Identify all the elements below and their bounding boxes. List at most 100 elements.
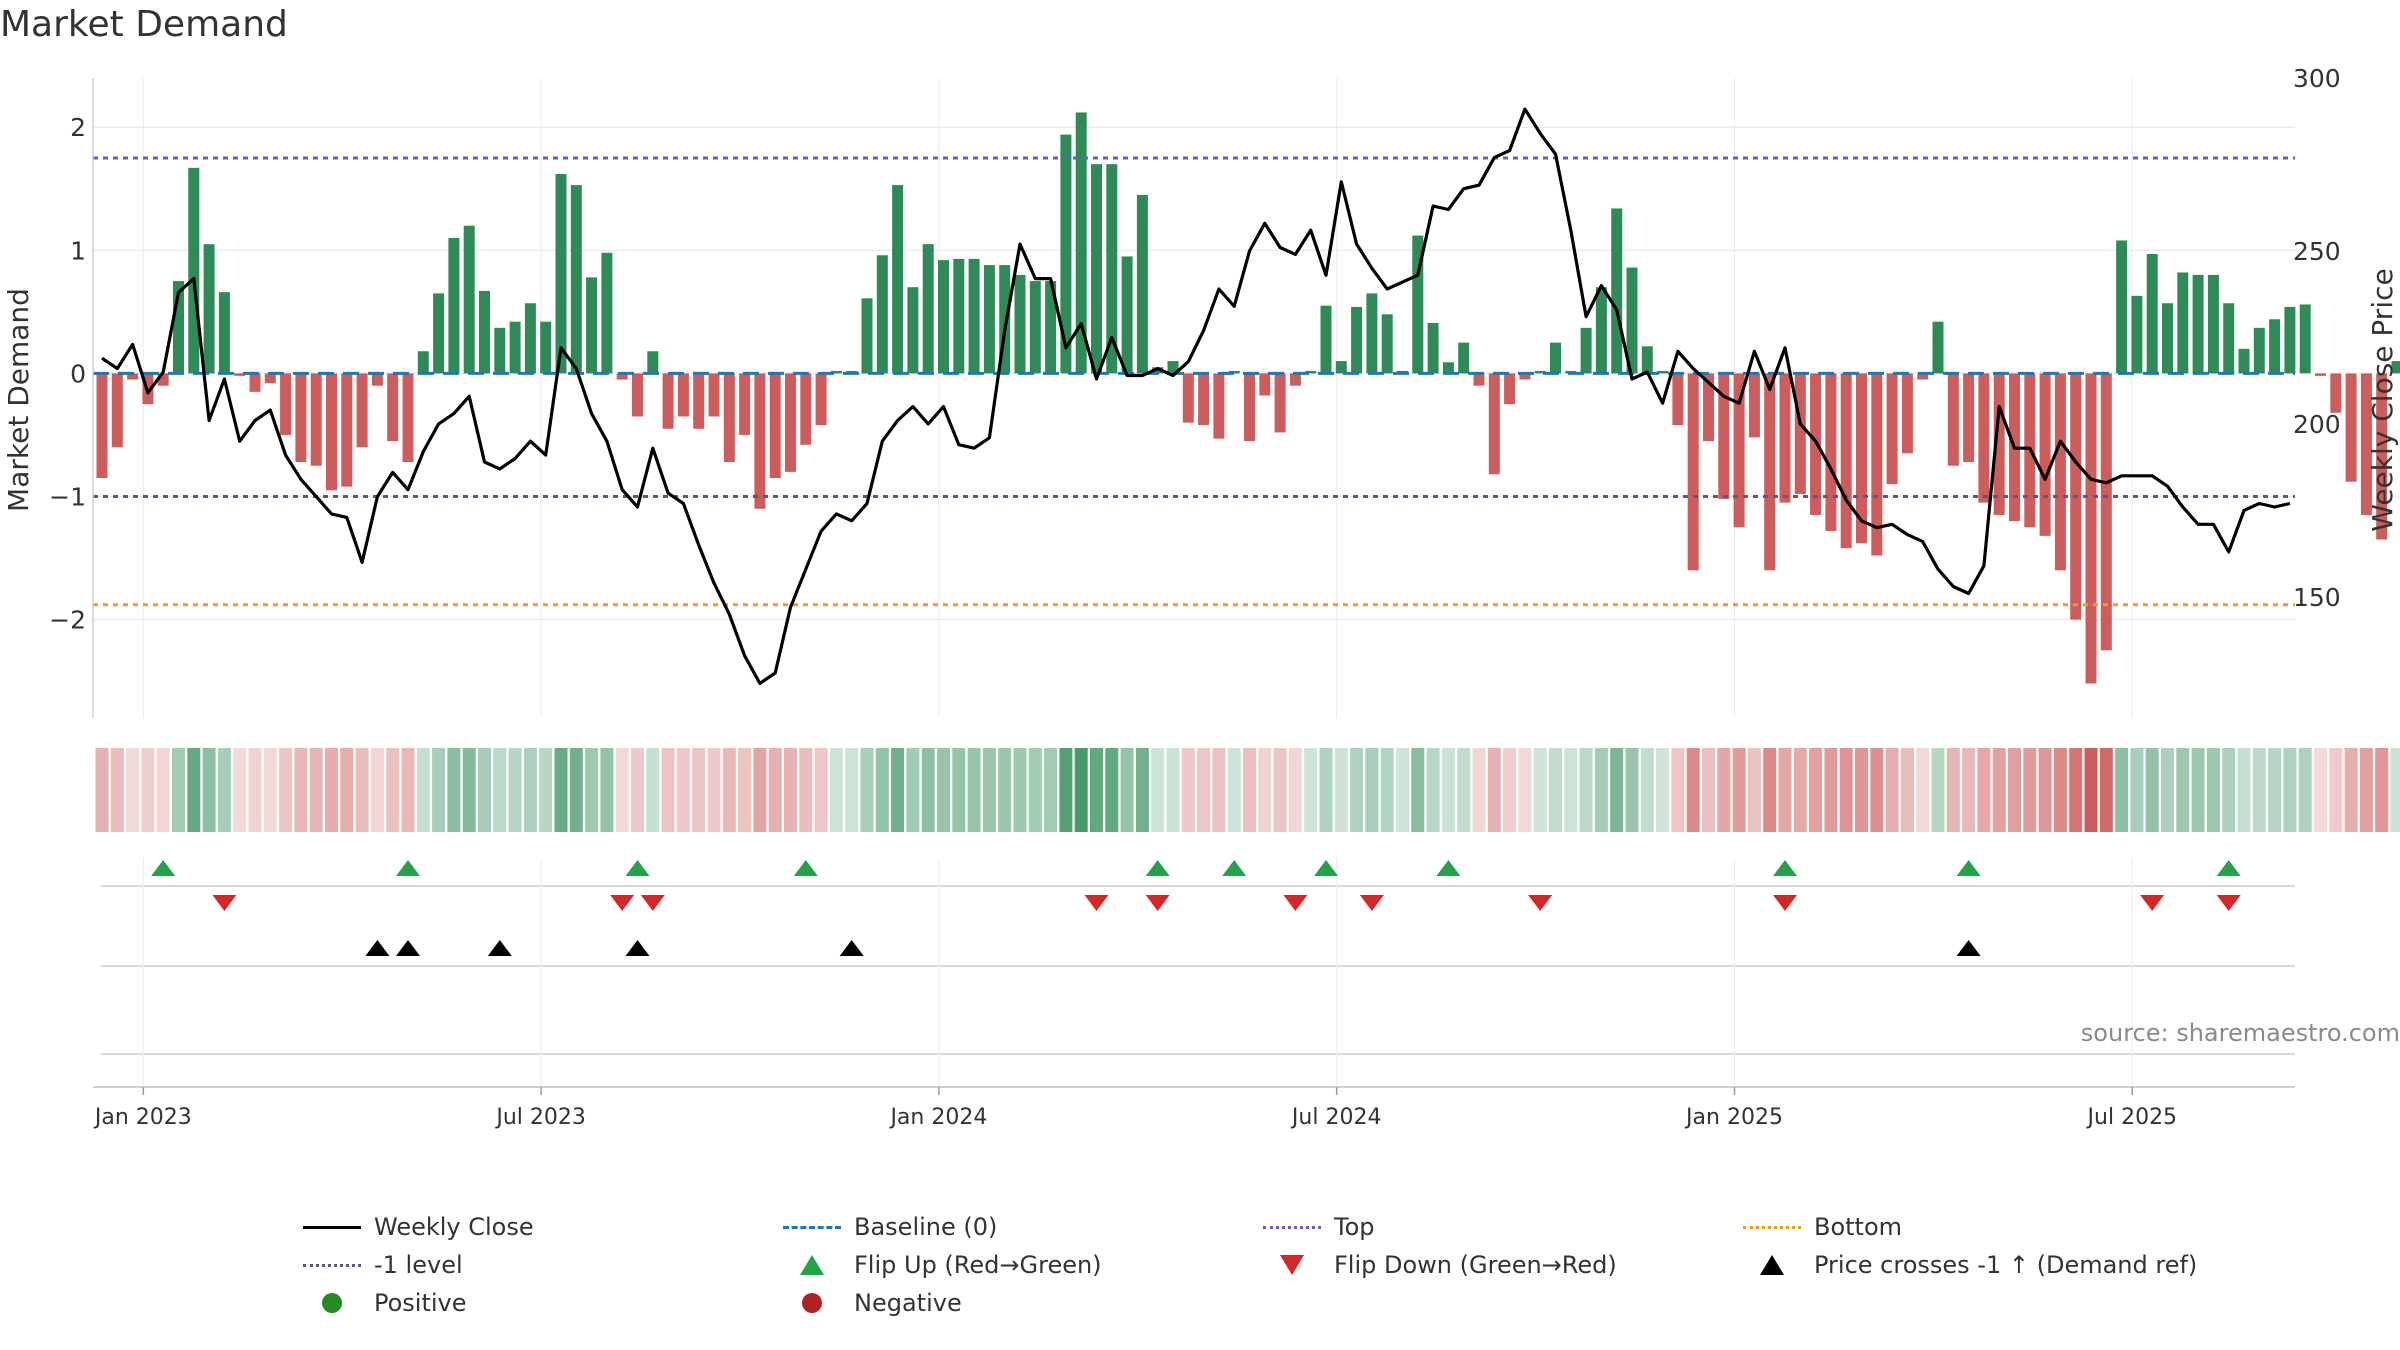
demand-bar	[2391, 361, 2400, 374]
demand-bar	[754, 373, 766, 509]
flip-up-marker	[625, 860, 650, 876]
strip-cell	[600, 748, 614, 832]
flip-down-marker	[2140, 895, 2165, 911]
demand-bar	[1550, 342, 1561, 374]
demand-bar	[2238, 348, 2250, 374]
demand-bar	[1917, 373, 1929, 380]
demand-bar	[922, 244, 934, 374]
strip-cell	[2176, 748, 2190, 832]
strip-cell	[110, 748, 124, 832]
flip-down-marker	[1084, 895, 1109, 911]
strip-cell	[172, 748, 185, 832]
strip-cell	[967, 748, 981, 832]
strip-cell	[1824, 748, 1838, 832]
demand-bar	[111, 373, 123, 448]
strip-cell	[1610, 748, 1624, 832]
legend-top: Top	[1260, 1208, 1375, 1246]
strip-cell	[1426, 748, 1440, 832]
strip-cell	[1900, 748, 1914, 832]
demand-bar	[769, 373, 781, 478]
flip-down-marker	[610, 895, 635, 911]
strip-cell	[2130, 748, 2144, 832]
flip-up-marker	[2216, 860, 2241, 876]
flip-up-marker	[1436, 860, 1461, 876]
demand-bar	[448, 238, 460, 374]
demand-bar	[2192, 274, 2204, 374]
demand-bar	[2223, 303, 2235, 374]
demand-bar	[1718, 373, 1730, 499]
strip-cell	[906, 748, 920, 832]
demand-bar	[785, 373, 796, 472]
strip-cell	[2390, 748, 2400, 832]
x-tick-label: Jul 2024	[1290, 1105, 1382, 1130]
price-cross-marker	[1956, 940, 1981, 956]
demand-bar	[402, 373, 414, 462]
strip-cell	[462, 748, 476, 832]
y-tick-label-right: 250	[2293, 237, 2341, 266]
demand-bar	[1733, 373, 1745, 528]
y-axis-label-left: Market Demand	[2, 288, 35, 512]
demand-bars	[96, 112, 2400, 684]
demand-bar	[739, 373, 751, 435]
demand-bar	[1427, 322, 1439, 374]
strip-cell	[799, 748, 813, 832]
demand-bar	[1045, 281, 1057, 374]
flip-down-marker	[1283, 895, 1308, 911]
demand-bar	[2284, 306, 2296, 374]
strip-cell	[401, 748, 415, 832]
demand-bar	[433, 293, 445, 374]
strip-cell	[1044, 748, 1058, 832]
demand-bar	[326, 373, 337, 491]
strip-cell	[1105, 748, 1119, 832]
demand-bar	[677, 373, 689, 417]
flip-up-marker	[1314, 860, 1338, 876]
strip-cell	[1549, 748, 1562, 832]
demand-bar	[647, 351, 659, 374]
demand-bar	[830, 370, 842, 374]
strip-cell	[2344, 748, 2358, 832]
line-solid-icon	[303, 1225, 361, 1229]
demand-bar	[999, 265, 1011, 374]
strip-cell	[1594, 748, 1608, 832]
strip-cell	[1319, 748, 1333, 832]
y-tick-label-left: 0	[70, 359, 86, 388]
legend-negative: Negative	[780, 1284, 962, 1322]
demand-bar	[1519, 373, 1531, 380]
strip-cell	[2145, 748, 2159, 832]
strip-cell	[263, 748, 277, 832]
strip-cell	[386, 748, 400, 832]
demand-bar	[1534, 370, 1546, 374]
demand-bar	[2039, 373, 2051, 536]
demand-bar	[1014, 274, 1026, 374]
triangle-down-icon	[1280, 1255, 1304, 1275]
demand-bar	[2376, 373, 2388, 540]
demand-bar	[127, 373, 139, 380]
strip-cell	[707, 748, 721, 832]
strip-cell	[1227, 748, 1241, 832]
strip-cell	[523, 748, 537, 832]
strip-cell	[1059, 748, 1073, 832]
demand-bar	[1458, 342, 1470, 374]
demand-bar	[876, 255, 888, 374]
strip-cell	[1166, 748, 1180, 832]
strip-cell	[2084, 748, 2098, 832]
strip-cell	[416, 748, 430, 832]
demand-bar	[1672, 373, 1684, 426]
strip-cell	[1487, 748, 1501, 832]
strip-cell	[1135, 748, 1149, 832]
x-tick-label: Jul 2023	[494, 1105, 586, 1130]
demand-bar	[2054, 373, 2066, 571]
demand-bar	[1305, 370, 1317, 374]
demand-bar	[723, 373, 735, 462]
demand-bar	[188, 167, 200, 374]
strip-cell	[1212, 748, 1226, 832]
demand-bar	[310, 373, 322, 466]
demand-bar	[540, 321, 552, 374]
strip-cell	[233, 748, 247, 832]
strip-cell	[768, 748, 782, 832]
demand-bar	[1366, 293, 1378, 374]
demand-bar	[1871, 373, 1883, 556]
strip-cell	[1396, 748, 1409, 832]
demand-bar	[1473, 373, 1485, 386]
demand-bar	[1825, 373, 1837, 531]
